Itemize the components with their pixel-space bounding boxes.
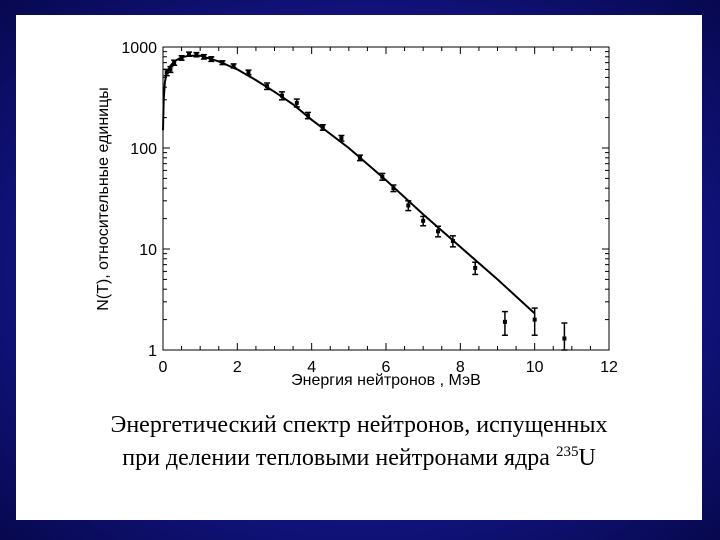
x-tick-label: 8 [456,359,465,376]
data-point [294,100,299,105]
data-point [357,155,362,160]
y-tick-label: 100 [130,141,157,158]
data-point [187,52,192,57]
data-point [265,84,270,89]
data-point [380,174,385,179]
data-point [194,52,199,57]
fit-curve [162,54,536,315]
x-tick-label: 0 [159,359,168,376]
x-tick-label: 2 [233,359,242,376]
spectrum-chart: 0 2 4 6 8 10 12 1 10 100 1000 Энергия нейтронов ,… [95,40,618,389]
data-point [179,55,184,60]
slide-caption: Энергетический спектр нейтронов, испущен… [16,409,702,475]
caption-line-2-text: при делении тепловыми нейтронами ядра [122,445,556,471]
data-point [168,67,173,72]
data-point [220,60,225,65]
x-tick-labels: 0 2 4 6 8 10 12 [159,359,618,376]
isotope-symbol: U [578,445,596,471]
data-point [339,136,344,141]
isotope-mass-number: 235 [555,444,579,460]
data-point [164,70,169,75]
data-point [320,125,325,130]
data-point [450,239,455,244]
caption-line-2: при делении тепловыми нейтронами ядра 23… [16,442,702,475]
axis-ticks [162,47,610,351]
data-point [562,336,567,341]
x-tick-label: 4 [307,359,316,376]
x-tick-label: 10 [526,359,544,376]
data-point [172,60,177,65]
data-point [246,70,251,75]
y-tick-label: 1000 [121,40,157,57]
data-point [279,93,284,98]
y-tick-labels: 1 10 100 1000 [121,40,157,360]
data-point [532,317,537,322]
slide-panel: 0 2 4 6 8 10 12 1 10 100 1000 Энергия нейтронов ,… [16,15,702,520]
y-axis-label: N(T), относительные единицы [95,87,112,311]
data-point [391,186,396,191]
data-point [473,265,478,270]
plot-frame [162,46,610,351]
data-point [209,57,214,62]
data-point [231,63,236,68]
x-tick-label: 6 [382,359,391,376]
data-point [421,218,426,223]
data-point [201,54,206,59]
data-point [436,229,441,234]
data-point [406,203,411,208]
data-point [305,113,310,118]
x-axis-label: Энергия нейтронов , МэВ [291,372,481,389]
data-points [163,51,568,351]
y-tick-label: 1 [148,343,157,360]
caption-line-1: Энергетический спектр нейтронов, испущен… [110,412,608,438]
y-tick-label: 10 [139,242,157,259]
x-tick-label: 12 [600,359,618,376]
data-point [502,319,507,324]
